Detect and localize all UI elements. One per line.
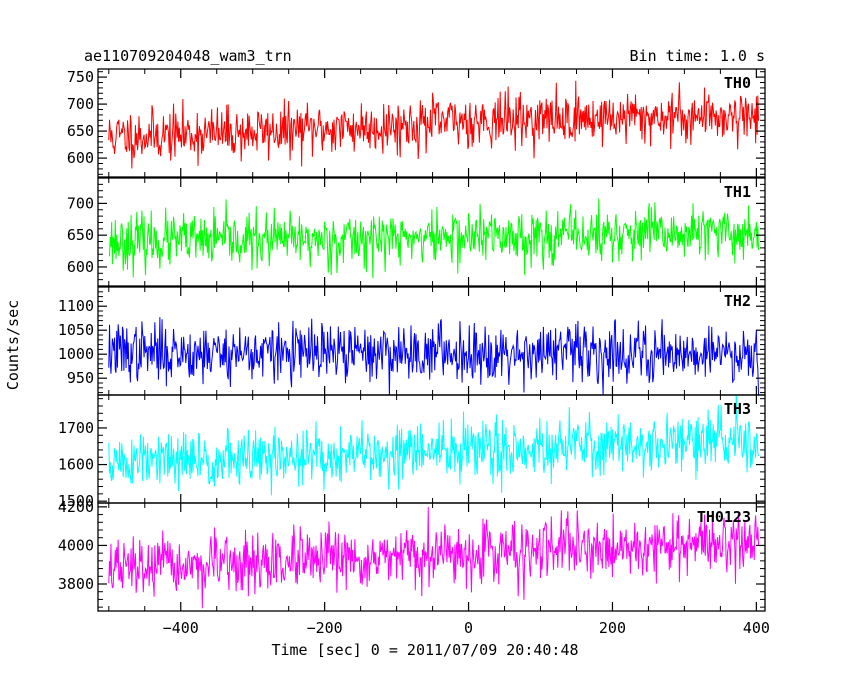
y-tick-label: 600 [67,258,94,276]
y-tick-label: 1500 [58,492,94,510]
panel-label-th0123: TH0123 [697,508,751,526]
panel-label-th0: TH0 [724,74,751,92]
x-tick-label: 400 [743,619,770,637]
y-tick-label: 650 [67,122,94,140]
x-tick-label: −200 [307,619,343,637]
series-line-th0 [108,80,760,169]
series-line-th3 [108,395,760,496]
y-tick-label: 750 [67,68,94,86]
y-tick-label: 1600 [58,456,94,474]
panel-label-th1: TH1 [724,183,751,201]
y-tick-label: 650 [67,226,94,244]
panel-th2: 950 1000 1050 1100 TH2 [58,286,766,396]
y-tick-label: 1000 [58,345,94,363]
panel-label-th3: TH3 [724,400,751,418]
x-tick-label: 200 [599,619,626,637]
y-tick-label: 1700 [58,419,94,437]
x-tick-label: −400 [163,619,199,637]
panel-label-th2: TH2 [724,292,751,310]
panel-stack: 600 650 700 750 TH0 600 650 700 TH1 950 1000 1050 11… [58,68,766,612]
y-tick-label: 1050 [58,321,94,339]
series-line-th0123 [108,507,760,609]
x-axis: −400 −200 0 200 400 [163,619,770,637]
y-tick-label: 1100 [58,297,94,315]
panel-th3: 1500 1600 1700 TH3 [58,394,766,510]
panel-th1: 600 650 700 TH1 [67,177,766,287]
y-axis-label: Counts/sec [4,300,22,390]
bin-time-label: Bin time: 1.0 s [630,47,765,65]
y-tick-label: 700 [67,194,94,212]
panel-th0: 600 650 700 750 TH0 [67,68,766,178]
x-tick-label: 0 [464,619,473,637]
chart-title-text: ae110709204048_wam3_trn [84,47,292,65]
y-tick-label: 4200 [58,498,94,516]
y-tick-label: 4000 [58,536,94,554]
y-tick-label: 600 [67,149,94,167]
series-line-th1 [108,198,760,279]
panel-frame [97,68,766,178]
y-tick-label: 950 [67,369,94,387]
panel-frame [97,177,766,287]
y-tick-label: 3800 [58,575,94,593]
panel-frame [97,502,766,612]
series-line-th2 [108,317,760,395]
y-tick-label: 700 [67,95,94,113]
panel-th0123: 3800 4000 4200 TH0123 [58,498,766,612]
x-axis-label: Time [sec] 0 = 2011/07/09 20:40:48 [271,641,578,659]
